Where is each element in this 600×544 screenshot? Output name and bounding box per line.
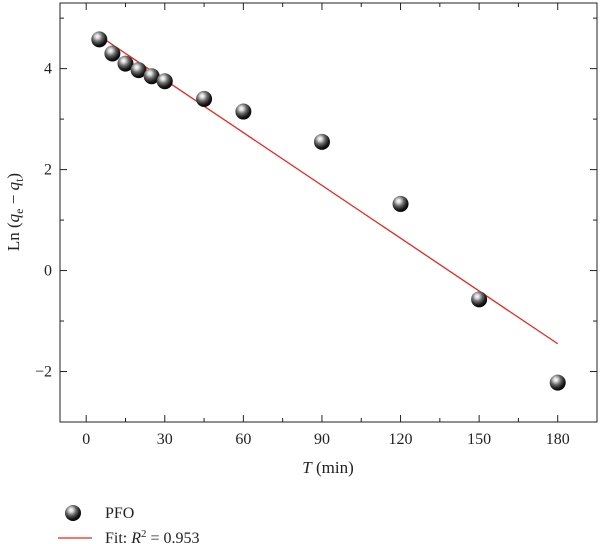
plot-frame — [59, 2, 598, 423]
series-layer — [91, 31, 566, 391]
y-tick-label: 2 — [44, 162, 52, 179]
x-tick-label: 30 — [157, 431, 173, 448]
y-tick-label: 4 — [44, 61, 52, 78]
data-point-pfo — [143, 68, 160, 85]
legend-label-pfo: PFO — [105, 505, 134, 522]
x-tick-label: 60 — [235, 431, 251, 448]
y-tick-label: 0 — [44, 263, 52, 280]
legend: PFO Fit: R2 = 0.953 — [58, 505, 200, 544]
data-point-pfo — [392, 195, 409, 212]
data-point-pfo — [104, 45, 121, 62]
data-point-pfo — [235, 103, 252, 120]
data-point-pfo — [471, 291, 488, 308]
x-tick-label: 120 — [389, 431, 413, 448]
x-tick-label: 90 — [314, 431, 330, 448]
data-point-pfo — [549, 374, 566, 391]
data-point-pfo — [196, 90, 213, 107]
y-axis-title: Ln (qe − qt) — [4, 173, 26, 251]
data-point-pfo — [313, 133, 330, 150]
axis-tick-labels: 0 30 60 90 120 150 180 −2 0 2 4 — [35, 61, 570, 448]
x-tick-label: 180 — [546, 431, 570, 448]
x-axis-title: T (min) — [302, 458, 354, 477]
x-tick-label: 0 — [82, 431, 90, 448]
data-point-pfo — [91, 31, 108, 48]
data-point-pfo — [156, 73, 173, 90]
data-point-pfo — [130, 62, 147, 79]
x-tick-label: 150 — [467, 431, 491, 448]
legend-label-fit: Fit: R2 = 0.953 — [105, 528, 200, 544]
y-tick-label: −2 — [35, 364, 52, 381]
legend-marker-pfo — [65, 505, 81, 521]
axis-ticks — [60, 3, 597, 422]
data-point-pfo — [117, 55, 134, 72]
